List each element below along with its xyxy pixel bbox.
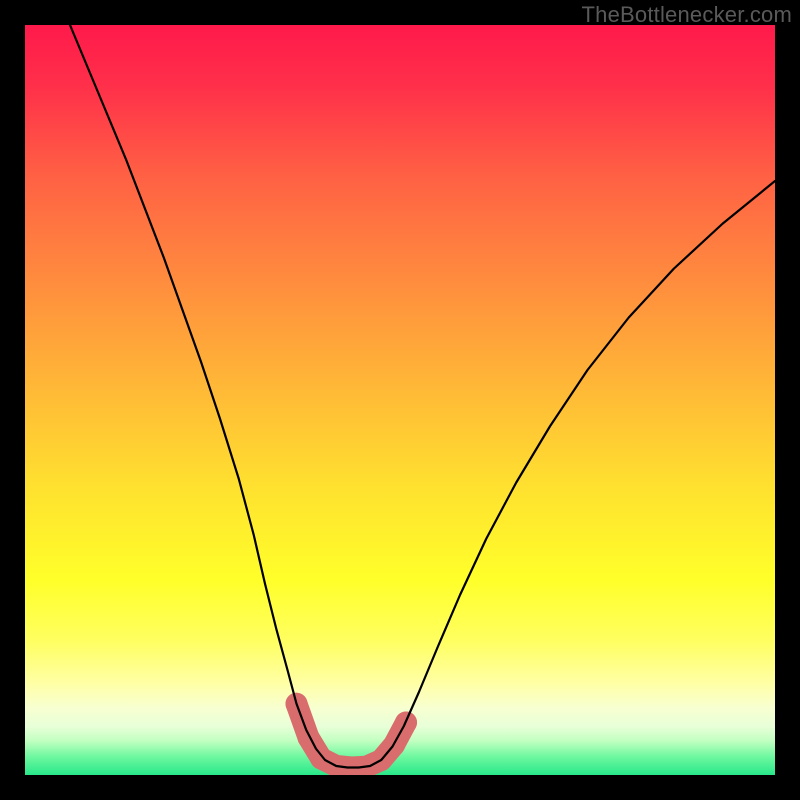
gradient-plot-area: [25, 25, 775, 775]
chart-stage: TheBottlenecker.com: [0, 0, 800, 800]
bottleneck-chart: [0, 0, 800, 800]
watermark-text: TheBottlenecker.com: [582, 2, 792, 28]
marker-dot: [298, 727, 320, 749]
